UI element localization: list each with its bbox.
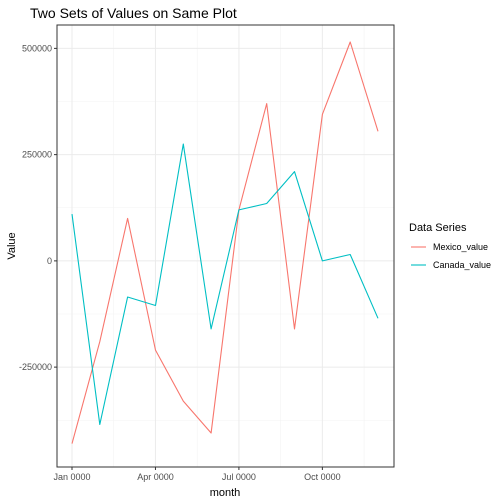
legend: Data Series Mexico_value Canada_value [409, 222, 491, 270]
series-line-canada-value [72, 144, 378, 425]
x-tick-label: Apr 0000 [137, 472, 174, 482]
chart-title: Two Sets of Values on Same Plot [30, 5, 237, 21]
y-tick-label: 0 [47, 256, 52, 266]
legend-title: Data Series [409, 222, 467, 234]
legend-label: Canada_value [433, 260, 491, 270]
x-tick-label: Jan 0000 [53, 472, 90, 482]
x-tick-label: Oct 0000 [304, 472, 341, 482]
series-group [72, 42, 378, 444]
x-axis: Jan 0000 Apr 0000 Jul 0000 Oct 0000 [53, 467, 340, 482]
y-tick-label: 250000 [22, 150, 52, 160]
x-tick-label: Jul 0000 [222, 472, 256, 482]
plot-panel [57, 25, 394, 467]
y-axis: -250000 0 250000 500000 [19, 43, 57, 372]
x-axis-title: month [210, 487, 241, 499]
y-tick-label: 500000 [22, 43, 52, 53]
legend-label: Mexico_value [433, 242, 488, 252]
y-axis-title: Value [6, 232, 18, 259]
y-tick-label: -250000 [19, 362, 52, 372]
series-line-mexico-value [72, 42, 378, 444]
grid [57, 25, 394, 467]
